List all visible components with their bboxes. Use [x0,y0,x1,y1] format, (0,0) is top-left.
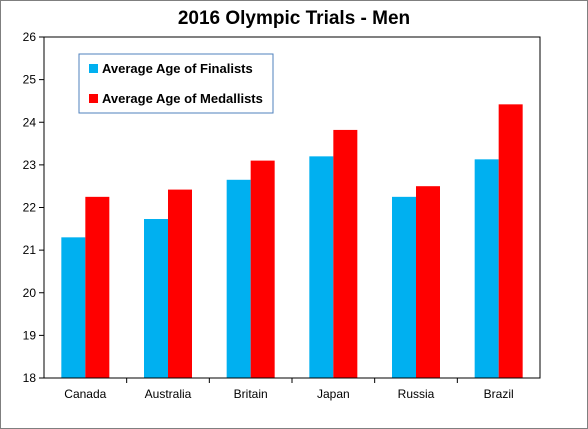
y-tick-label: 25 [23,73,37,87]
y-tick-label: 19 [23,328,37,342]
bar-medallists-brazil [498,104,523,378]
bar-finalists-britain [226,179,251,378]
y-tick-label: 22 [23,201,37,215]
x-tick-label: Britain [234,387,268,401]
y-tick-label: 26 [23,30,37,44]
bars-group [61,104,523,378]
y-tick-label: 23 [23,158,37,172]
legend-box [78,53,274,114]
legend: Average Age of Finalists Average Age of M… [78,53,274,114]
bar-finalists-brazil [474,159,499,378]
bar-medallists-britain [250,160,275,378]
bar-finalists-russia [392,196,416,378]
bar-finalists-australia [144,219,168,378]
x-tick-label: Australia [145,387,192,401]
y-tick-label: 24 [23,115,37,129]
chart-title: 2016 Olympic Trials - Men [177,8,411,29]
bar-finalists-canada [61,237,86,378]
legend-label: Average Age of Medallists [102,91,263,106]
x-tick-label: Canada [64,387,106,401]
legend-label: Average Age of Finalists [102,61,253,76]
y-tick-label: 21 [23,243,37,257]
bar-finalists-japan [309,156,334,378]
legend-swatch [89,64,98,73]
y-tick-label: 18 [23,371,37,385]
y-tick-label: 20 [23,286,37,300]
bar-medallists-russia [416,186,440,378]
bar-medallists-canada [85,196,110,378]
x-tick-label: Japan [317,387,350,401]
x-tick-label: Brazil [484,387,514,401]
bar-medallists-australia [168,189,192,378]
x-tick-label: Russia [398,387,435,401]
axes-group: 18 19 20 21 22 23 24 25 26 Canada Australia Britain… [23,30,541,401]
bar-medallists-japan [333,129,358,378]
legend-swatch [89,94,98,103]
